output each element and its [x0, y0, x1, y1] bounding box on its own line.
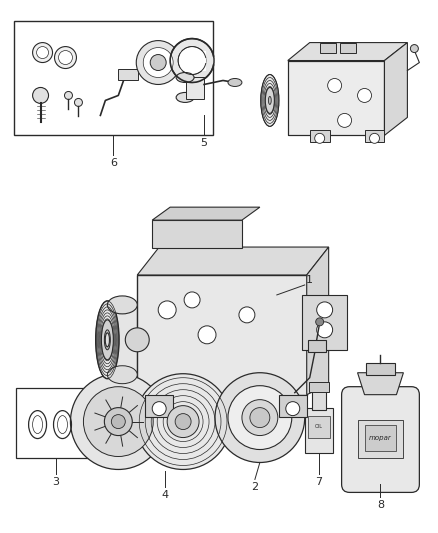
Circle shape	[215, 373, 305, 463]
Circle shape	[32, 43, 53, 62]
Circle shape	[286, 402, 300, 416]
Circle shape	[178, 46, 206, 75]
Circle shape	[170, 38, 214, 83]
Ellipse shape	[265, 87, 274, 114]
Circle shape	[167, 406, 199, 438]
Bar	[308, 340, 326, 352]
Bar	[279, 394, 307, 417]
Bar	[309, 382, 328, 392]
Bar	[302, 295, 346, 350]
Bar	[312, 390, 326, 410]
Ellipse shape	[268, 96, 271, 104]
Circle shape	[135, 374, 231, 470]
Ellipse shape	[101, 320, 113, 360]
Circle shape	[152, 402, 166, 416]
Text: 2: 2	[251, 482, 258, 492]
Circle shape	[71, 374, 166, 470]
Polygon shape	[288, 43, 407, 61]
Circle shape	[59, 51, 72, 64]
Circle shape	[316, 318, 324, 326]
Circle shape	[175, 414, 191, 430]
Bar	[310, 131, 330, 142]
Circle shape	[150, 54, 166, 70]
Bar	[305, 408, 332, 453]
Bar	[145, 394, 173, 417]
FancyBboxPatch shape	[342, 386, 419, 492]
Ellipse shape	[176, 92, 194, 102]
Text: mopar: mopar	[369, 434, 392, 441]
Circle shape	[83, 386, 153, 456]
Ellipse shape	[107, 296, 137, 314]
Ellipse shape	[107, 366, 137, 384]
Circle shape	[314, 133, 325, 143]
Bar	[364, 131, 385, 142]
Circle shape	[158, 301, 176, 319]
Ellipse shape	[176, 72, 194, 83]
Circle shape	[64, 92, 72, 100]
Circle shape	[317, 322, 332, 338]
Circle shape	[198, 326, 216, 344]
Text: 3: 3	[52, 478, 59, 488]
Circle shape	[250, 408, 270, 427]
Circle shape	[184, 292, 200, 308]
Ellipse shape	[95, 301, 119, 379]
Circle shape	[111, 415, 125, 429]
Ellipse shape	[228, 78, 242, 86]
Text: 8: 8	[377, 500, 384, 511]
Circle shape	[143, 47, 173, 77]
Text: OIL: OIL	[314, 424, 323, 429]
Bar	[118, 69, 138, 80]
Bar	[137, 275, 307, 394]
Bar	[366, 363, 396, 375]
Text: 4: 4	[162, 490, 169, 500]
Polygon shape	[357, 373, 403, 394]
Circle shape	[242, 400, 278, 435]
Bar	[288, 61, 385, 135]
Polygon shape	[137, 247, 328, 275]
Circle shape	[338, 114, 352, 127]
Ellipse shape	[105, 333, 110, 347]
Polygon shape	[152, 207, 260, 220]
Bar	[339, 43, 356, 53]
Bar	[152, 220, 242, 248]
Bar	[364, 425, 396, 450]
Bar	[186, 77, 204, 100]
Ellipse shape	[261, 75, 279, 126]
Circle shape	[410, 45, 418, 53]
Bar	[180, 51, 206, 70]
Circle shape	[125, 328, 149, 352]
Bar	[357, 419, 403, 457]
Circle shape	[37, 46, 49, 59]
Bar	[16, 387, 95, 457]
Text: 7: 7	[315, 478, 322, 488]
Circle shape	[104, 408, 132, 435]
Bar	[107, 305, 137, 375]
Text: 5: 5	[201, 139, 208, 148]
Bar	[14, 21, 213, 135]
Circle shape	[136, 41, 180, 84]
Circle shape	[54, 46, 77, 69]
Circle shape	[228, 386, 292, 449]
Circle shape	[357, 88, 371, 102]
Bar	[320, 43, 336, 53]
Text: 6: 6	[110, 158, 117, 168]
Text: 1: 1	[306, 275, 313, 285]
Ellipse shape	[104, 330, 110, 350]
Circle shape	[328, 78, 342, 92]
Circle shape	[239, 307, 255, 323]
Bar	[308, 416, 330, 438]
Polygon shape	[385, 43, 407, 135]
Polygon shape	[307, 247, 328, 394]
Circle shape	[317, 302, 332, 318]
Circle shape	[32, 87, 49, 103]
Circle shape	[370, 133, 379, 143]
Circle shape	[74, 99, 82, 107]
